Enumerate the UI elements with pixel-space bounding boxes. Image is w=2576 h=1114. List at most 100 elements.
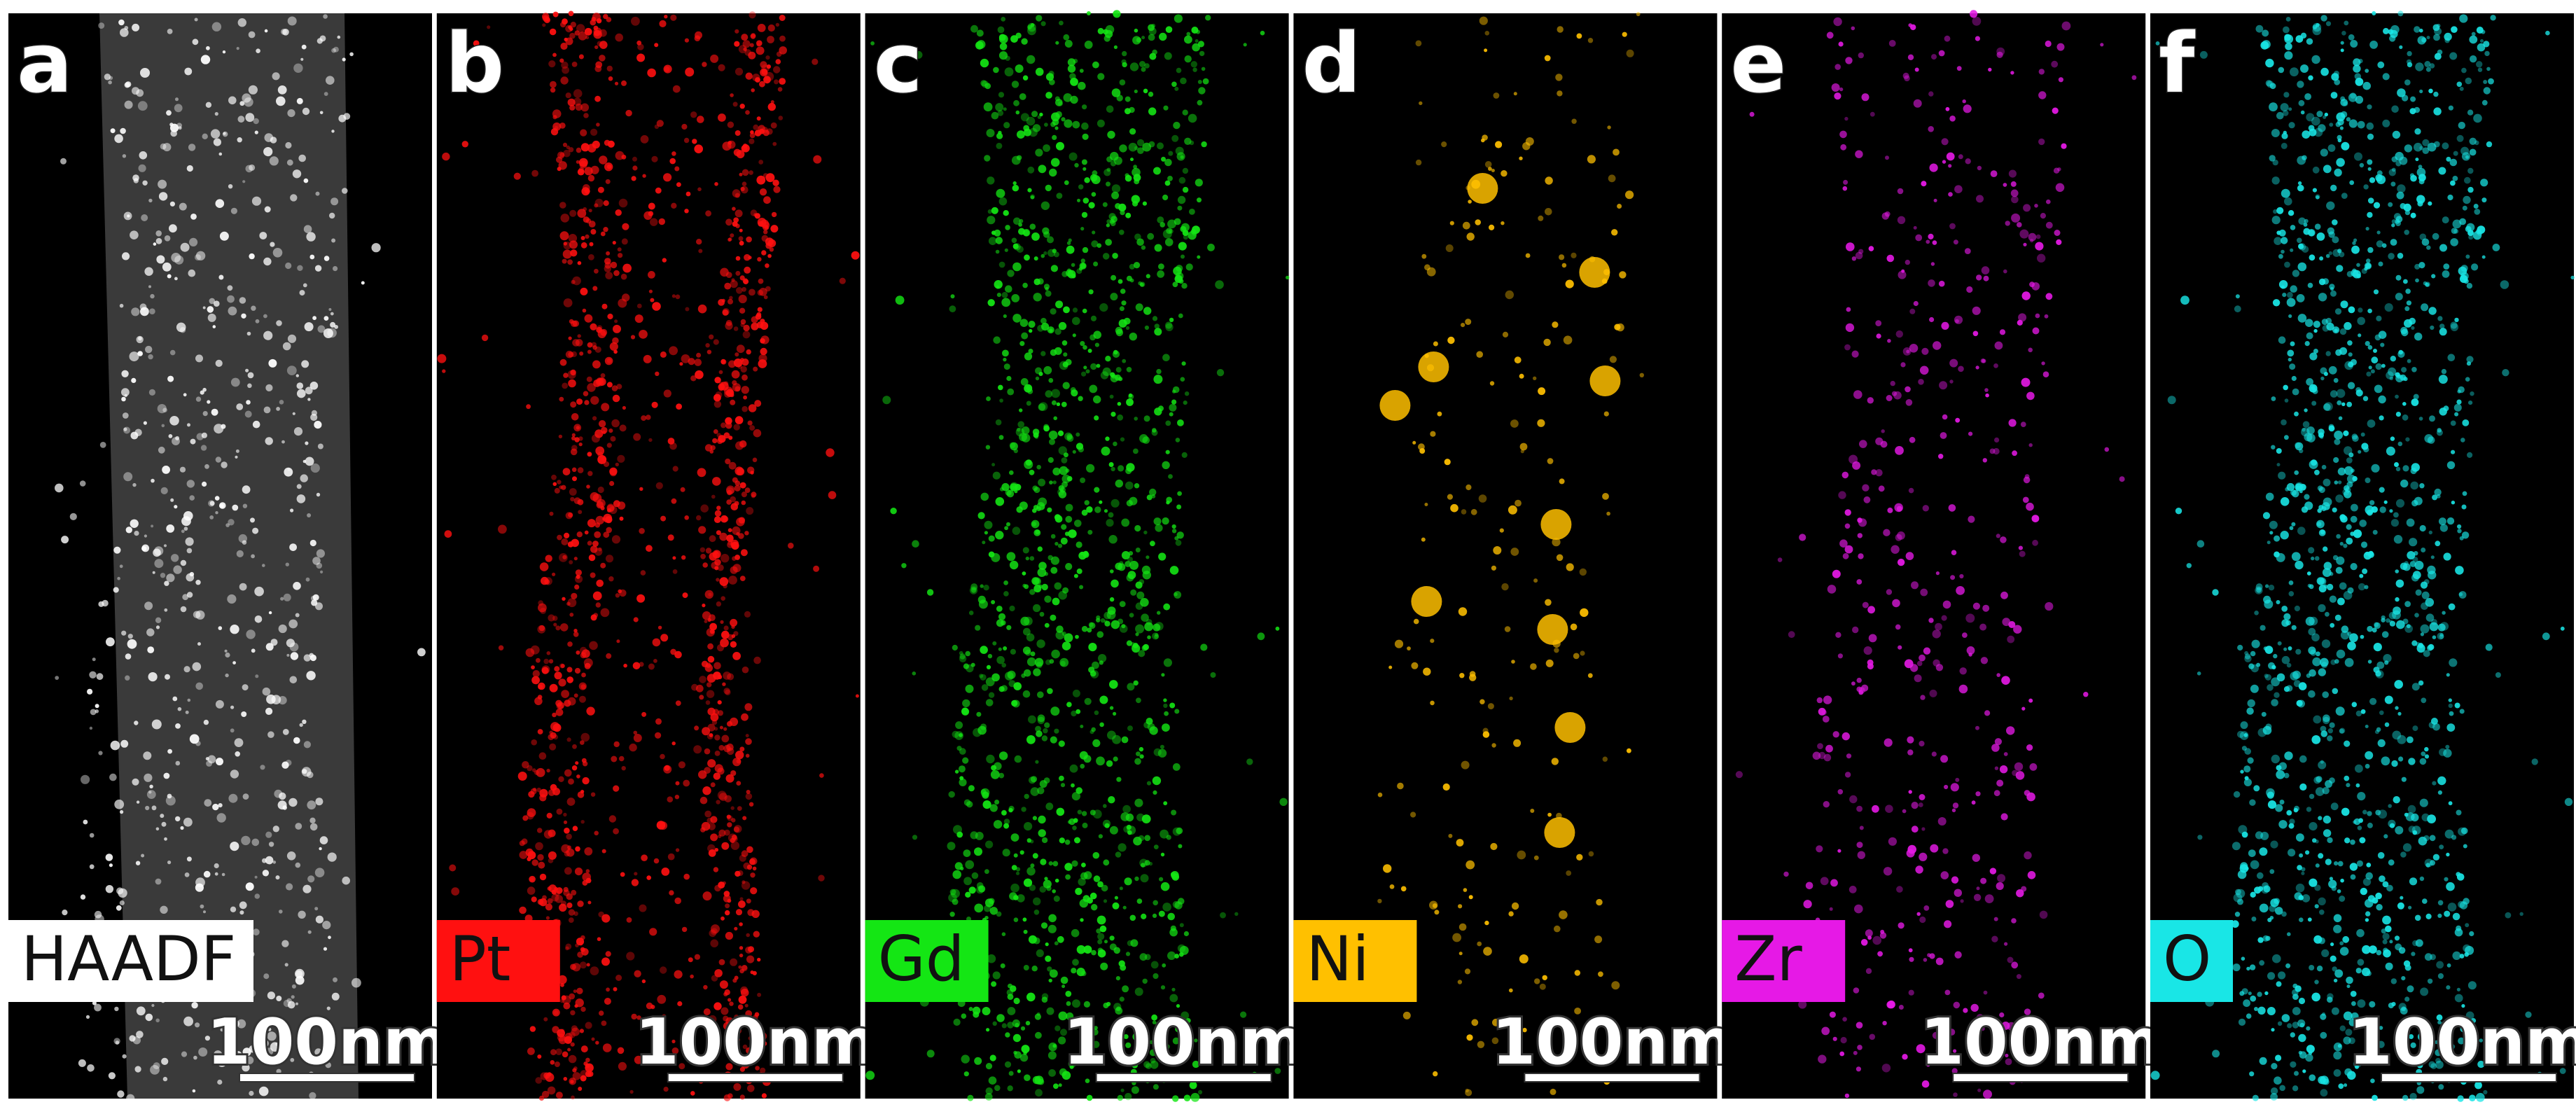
signal-dot [1139,953,1148,961]
signal-dot [2353,238,2358,242]
signal-dot [720,515,728,523]
signal-dot [1948,192,1953,197]
signal-dot [728,1050,732,1054]
signal-dot [2363,184,2369,190]
signal-dot [1991,744,2000,752]
signal-dot [991,552,1001,562]
signal-dot [1858,518,1867,527]
signal-dot [720,638,729,648]
signal-dot [254,875,258,879]
signal-dot [963,799,971,806]
signal-dot [1146,619,1153,625]
signal-dot [985,445,991,450]
signal-dot [2045,293,2053,300]
signal-dot [284,1025,289,1031]
signal-dot [593,25,599,31]
signal-dot [2341,402,2346,406]
signal-dot [1958,365,1964,373]
signal-dot [276,996,282,1001]
signal-dot [2307,583,2312,588]
signal-dot [1032,429,1040,436]
signal-dot [2294,892,2302,900]
signal-dot [1036,662,1043,669]
signal-dot [984,531,988,535]
signal-dot [1907,736,1914,744]
signal-dot [2045,40,2052,48]
signal-dot [2446,461,2456,469]
signal-dot [1031,520,1040,529]
signal-dot [767,36,774,43]
signal-dot [221,461,228,468]
cluster [1589,365,1621,396]
signal-dot [1174,536,1179,541]
signal-dot [144,267,153,276]
signal-dot [1047,924,1057,933]
signal-dot [632,662,641,670]
signal-dot [1021,673,1026,678]
signal-dot [1001,298,1011,307]
signal-dot [165,674,170,680]
signal-dot [998,647,1002,651]
signal-dot [660,351,667,358]
signal-dot [2271,176,2280,185]
signal-dot [973,727,982,737]
signal-dot [569,488,577,496]
signal-dot [650,218,658,226]
signal-dot [1012,1033,1022,1043]
signal-dot [963,1071,969,1077]
signal-dot [563,812,567,817]
signal-dot [1910,24,1916,31]
signal-dot [2298,1033,2306,1043]
signal-dot [1039,611,1045,617]
signal-dot [630,335,636,340]
signal-dot [2328,425,2335,432]
signal-dot [996,1014,1005,1022]
signal-dot [1172,386,1180,394]
signal-dot [1024,1074,1031,1081]
signal-dot [211,22,222,32]
signal-dot [2360,634,2365,639]
signal-dot [606,987,610,992]
signal-dot [244,410,252,418]
signal-dot [744,49,751,56]
signal-dot [1490,842,1498,851]
signal-dot [1164,711,1169,716]
signal-dot [1468,200,1472,204]
signal-dot [1168,474,1173,479]
signal-dot [1071,792,1080,801]
signal-dot [729,295,733,300]
signal-dot [1158,910,1165,917]
signal-dot [1944,35,1951,42]
signal-dot [716,530,721,536]
signal-dot [1097,939,1103,945]
signal-dot [996,606,1003,612]
signal-dot [606,382,613,388]
signal-dot [1001,685,1008,692]
signal-dot [574,868,583,876]
signal-dot [995,237,1003,244]
signal-dot [651,155,658,162]
signal-dot [1061,457,1068,464]
signal-dot [2400,479,2409,488]
signal-dot [1182,186,1189,193]
signal-dot [249,253,255,260]
signal-dot [996,293,1001,298]
signal-dot [290,508,294,513]
signal-dot [745,793,753,800]
signal-dot [1476,351,1483,358]
signal-dot [1482,731,1490,738]
signal-dot [1054,728,1059,734]
panel-letter: c [874,15,923,111]
signal-dot [1022,282,1028,288]
signal-dot [1075,887,1082,896]
signal-dot [81,774,90,784]
signal-dot [1625,190,1634,200]
signal-dot [1594,935,1603,944]
signal-dot [611,385,618,391]
signal-dot [702,891,712,901]
signal-dot [2390,519,2399,527]
signal-dot [183,511,193,521]
signal-dot [1141,913,1147,919]
